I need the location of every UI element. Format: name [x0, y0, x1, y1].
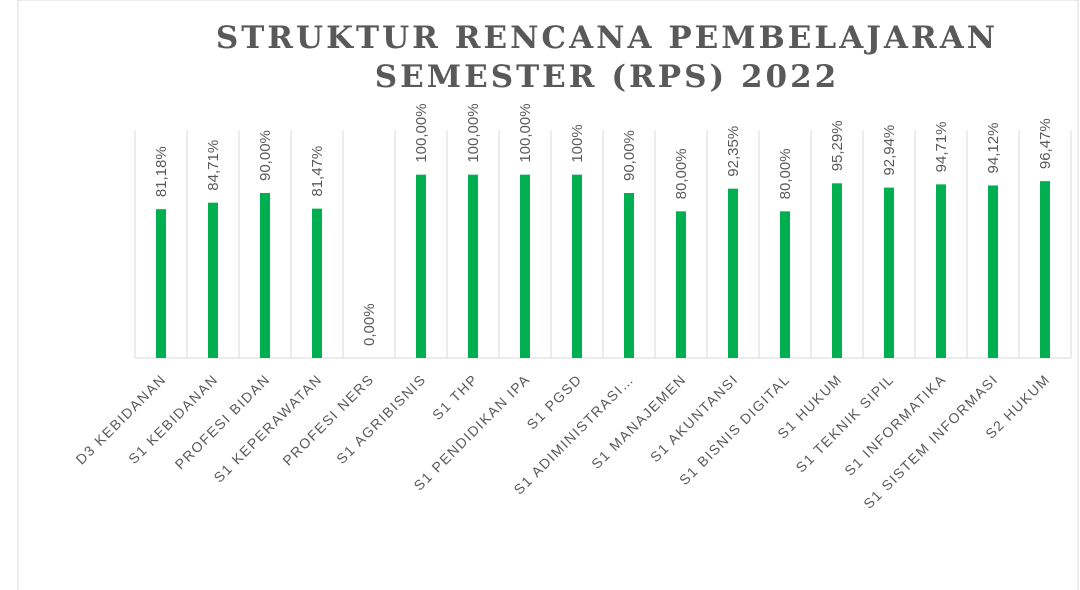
data-label: 100,00%	[465, 103, 482, 162]
x-tick-label: D3 KEBIDANAN	[72, 371, 169, 468]
data-label: 84,71%	[205, 140, 222, 191]
data-label: 100%	[569, 124, 586, 162]
data-label: 90,00%	[621, 130, 638, 181]
data-label: 80,00%	[777, 148, 794, 199]
x-tick-label: S1 THP	[429, 371, 481, 423]
data-label: 100,00%	[413, 103, 430, 162]
bar	[312, 208, 322, 358]
data-label: 90,00%	[257, 130, 274, 181]
x-tick-label: S1 MANAJEMEN	[588, 371, 689, 472]
data-label: 96,47%	[1037, 118, 1054, 169]
data-label: 80,00%	[673, 148, 690, 199]
bar	[624, 193, 634, 358]
data-label: 100,00%	[517, 103, 534, 162]
x-tick-label: S1 KEBIDANAN	[125, 371, 221, 467]
x-tick-label: PROFESI NERS	[279, 371, 377, 469]
bar	[260, 193, 270, 358]
data-label: 94,12%	[985, 123, 1002, 174]
x-tick-label: S1 TEKNIK SIPIL	[792, 371, 897, 476]
x-tick-label: S1 AGRIBISNIS	[333, 371, 429, 467]
bar	[884, 187, 894, 358]
data-label: 0,00%	[361, 303, 378, 346]
data-label: 92,94%	[881, 125, 898, 176]
data-label: 92,35%	[725, 126, 742, 177]
data-label: 95,29%	[829, 120, 846, 171]
chart-title: SEMESTER (RPS) 2022	[375, 59, 839, 95]
bar	[208, 202, 218, 358]
bar	[832, 183, 842, 358]
bar	[468, 174, 478, 358]
bar	[520, 174, 530, 358]
data-label: 81,18%	[153, 146, 170, 197]
x-tick-label: S1 INFORMATIKA	[841, 371, 949, 479]
data-label: 81,47%	[309, 146, 326, 197]
data-label: 94,71%	[933, 121, 950, 172]
bar	[156, 209, 166, 358]
bar	[936, 184, 946, 358]
x-tick-label: PROFESI BIDAN	[172, 371, 274, 473]
bar	[988, 185, 998, 358]
x-tick-label: S1 AKUNTANSI	[647, 371, 741, 465]
bar	[780, 211, 790, 358]
chart-title: STRUKTUR RENCANA PEMBELAJARAN	[216, 20, 998, 56]
chart-border	[17, 0, 1079, 590]
bar	[1040, 181, 1050, 358]
bar	[572, 174, 582, 358]
bar	[728, 188, 738, 358]
bar	[416, 174, 426, 358]
bar	[676, 211, 686, 358]
